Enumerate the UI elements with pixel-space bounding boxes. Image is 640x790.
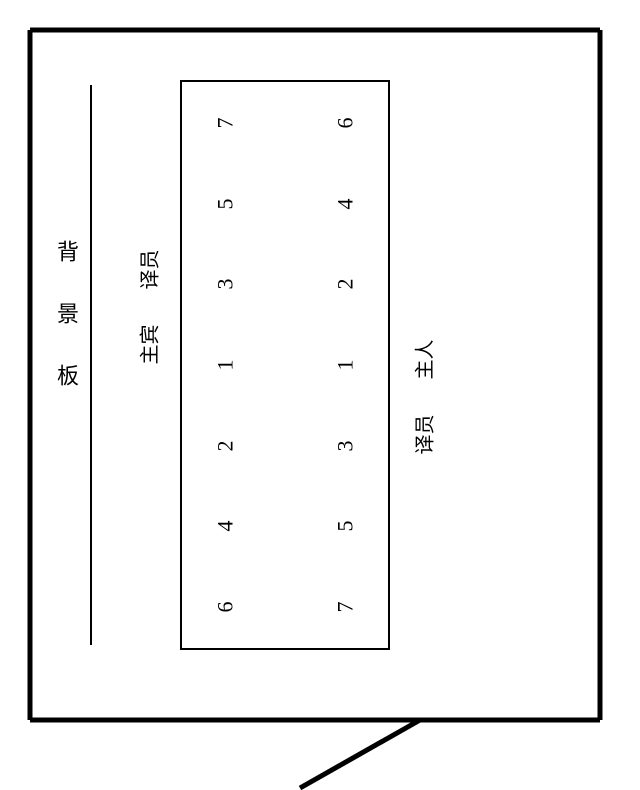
seat-right-1: 4: [332, 198, 358, 209]
backdrop-label: 背景板: [50, 240, 82, 426]
seat-left-4: 2: [212, 440, 238, 451]
interpreter-left-label: 译员: [134, 250, 163, 290]
seat-right-4: 3: [332, 440, 358, 451]
seat-left-2: 3: [212, 279, 238, 290]
seat-left-5: 4: [212, 521, 238, 532]
seat-row-right: 6 4 2 1 3 5 7: [330, 110, 360, 620]
backdrop-line: [90, 85, 92, 645]
seat-right-6: 7: [332, 601, 358, 612]
interpreter-right-label: 译员: [409, 415, 438, 455]
seat-right-2: 2: [332, 279, 358, 290]
seat-left-1: 5: [212, 198, 238, 209]
seat-right-5: 5: [332, 521, 358, 532]
seat-left-3: 1: [212, 359, 238, 370]
host-label: 主人: [409, 340, 438, 380]
seat-right-3: 1: [332, 359, 358, 370]
seat-row-left: 7 5 3 1 2 4 6: [210, 110, 240, 620]
guest-label: 主宾: [134, 325, 163, 365]
seat-left-0: 7: [212, 118, 238, 129]
seat-right-0: 6: [332, 118, 358, 129]
seat-left-6: 6: [212, 601, 238, 612]
